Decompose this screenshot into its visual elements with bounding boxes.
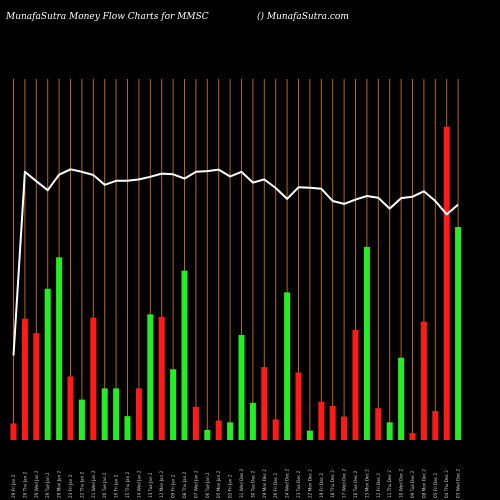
- bar: [78, 399, 85, 440]
- x-tick-label: 20 Tue Jan 2: [102, 472, 107, 498]
- bar: [21, 318, 28, 440]
- x-tick-label: 15 Thu Jan 2: [125, 471, 130, 498]
- bar: [101, 388, 108, 440]
- gridlines: [13, 79, 459, 440]
- x-tick-label: 23 Fri Jan 2: [68, 474, 73, 498]
- price-line-group: [12, 168, 459, 356]
- bar: [192, 406, 199, 440]
- bar: [306, 430, 313, 440]
- bar: [67, 376, 74, 440]
- x-tick-label: 11 Thu Dec 2: [387, 470, 392, 498]
- x-tick-label: 03 Wed Dec 2: [456, 468, 461, 498]
- bar: [170, 369, 177, 440]
- bar: [409, 433, 416, 440]
- x-tick-label: 29 Wed Jan 2: [34, 470, 39, 498]
- x-tick-label: 07 Wed Jan 2: [193, 470, 198, 498]
- bar: [113, 388, 120, 440]
- x-axis-labels: 29 Fri Jan 2 29 Thu Jan 2 29 Wed Jan 2 29 T…: [11, 468, 461, 498]
- x-tick-label: 29 Thu Jan 2: [22, 471, 27, 498]
- x-tick-label: 22 Mon Dec 2: [307, 469, 312, 498]
- x-tick-label: 29 Fri Jan 2: [11, 474, 16, 498]
- x-tick-label: 15 Mon Dec 2: [364, 469, 369, 498]
- bar: [158, 316, 165, 440]
- x-tick-label: 06 Tue Jan 2: [205, 472, 210, 498]
- site-credit: () MunafaSutra.com: [257, 12, 349, 22]
- x-tick-label: 08 Mon Dec 2: [421, 469, 426, 498]
- x-tick-label: 04 Thu Dec 2: [444, 470, 449, 498]
- price-line: [12, 168, 459, 356]
- x-tick-label: 14 Wed Jan 2: [136, 470, 141, 498]
- bars: [10, 126, 462, 440]
- bar: [272, 419, 279, 440]
- bar: [10, 423, 17, 440]
- x-tick-label: 21 Wed Jan 2: [91, 470, 96, 498]
- bar: [215, 420, 222, 440]
- bar: [204, 429, 211, 440]
- x-tick-label: 12 Mon Jan 2: [159, 470, 164, 498]
- bar: [249, 402, 256, 440]
- x-tick-label: 16 Tue Dec 2: [353, 470, 358, 498]
- x-tick-label: 16 Fri Jan 2: [114, 474, 119, 498]
- bar: [56, 257, 63, 440]
- x-tick-label: 22 Thu Jan 2: [79, 471, 84, 498]
- x-tick-label: 12 Fri Dec 2: [376, 473, 381, 498]
- x-tick-label: 17 Wed Dec 2: [342, 468, 347, 498]
- x-tick-label: 02 Fri Jan 2: [228, 474, 233, 498]
- x-tick-label: 08 Thu Jan 2: [182, 471, 187, 498]
- bar: [284, 292, 291, 440]
- bar: [420, 321, 427, 440]
- bar: [341, 416, 348, 440]
- x-tick-label: 19 Fri Dec 2: [319, 473, 324, 498]
- bar: [375, 408, 382, 440]
- bar: [318, 401, 325, 440]
- x-tick-label: 29 Mon Jan 2: [57, 470, 62, 498]
- bar: [90, 317, 97, 440]
- x-tick-label: 05 Mon Jan 2: [216, 470, 221, 498]
- x-tick-label: 23 Tue Dec 2: [296, 470, 301, 498]
- x-tick-label: 09 Fri Jan 2: [171, 474, 176, 498]
- bar: [238, 334, 245, 440]
- bar: [386, 422, 393, 440]
- x-tick-label: 24 Wed Dec 2: [285, 468, 290, 498]
- bar: [261, 367, 268, 440]
- bar: [398, 357, 405, 440]
- x-tick-label: 09 Tue Dec 2: [410, 470, 415, 498]
- x-tick-label: 18 Thu Dec 2: [330, 470, 335, 498]
- x-tick-label: 31 Wed Dec 2: [239, 468, 244, 498]
- x-tick-label: 29 Mon Dec 2: [262, 469, 267, 498]
- bar: [432, 411, 439, 440]
- bar: [295, 372, 302, 440]
- chart-title: MunafaSutra Money Flow Charts for MMSC: [6, 12, 209, 22]
- x-tick-label: 30 Tue Dec 2: [250, 470, 255, 498]
- bar: [363, 246, 370, 440]
- bar: [33, 333, 40, 440]
- x-tick-label: 29 Tue Jan 2: [45, 472, 50, 498]
- bar: [44, 288, 51, 440]
- x-tick-label: 13 Tue Jan 2: [148, 472, 153, 498]
- bar: [147, 314, 154, 440]
- bar: [455, 227, 462, 440]
- x-tick-label: 26 Fri Dec 2: [273, 473, 278, 498]
- bar: [135, 388, 142, 440]
- x-tick-label: 05 Fri Dec 2: [433, 473, 438, 498]
- bar: [329, 406, 336, 440]
- bar: [181, 270, 188, 440]
- bar: [227, 422, 234, 440]
- bar: [352, 329, 359, 440]
- bar: [443, 126, 450, 440]
- x-tick-label: 10 Wed Dec 2: [399, 468, 404, 498]
- bar: [124, 416, 131, 440]
